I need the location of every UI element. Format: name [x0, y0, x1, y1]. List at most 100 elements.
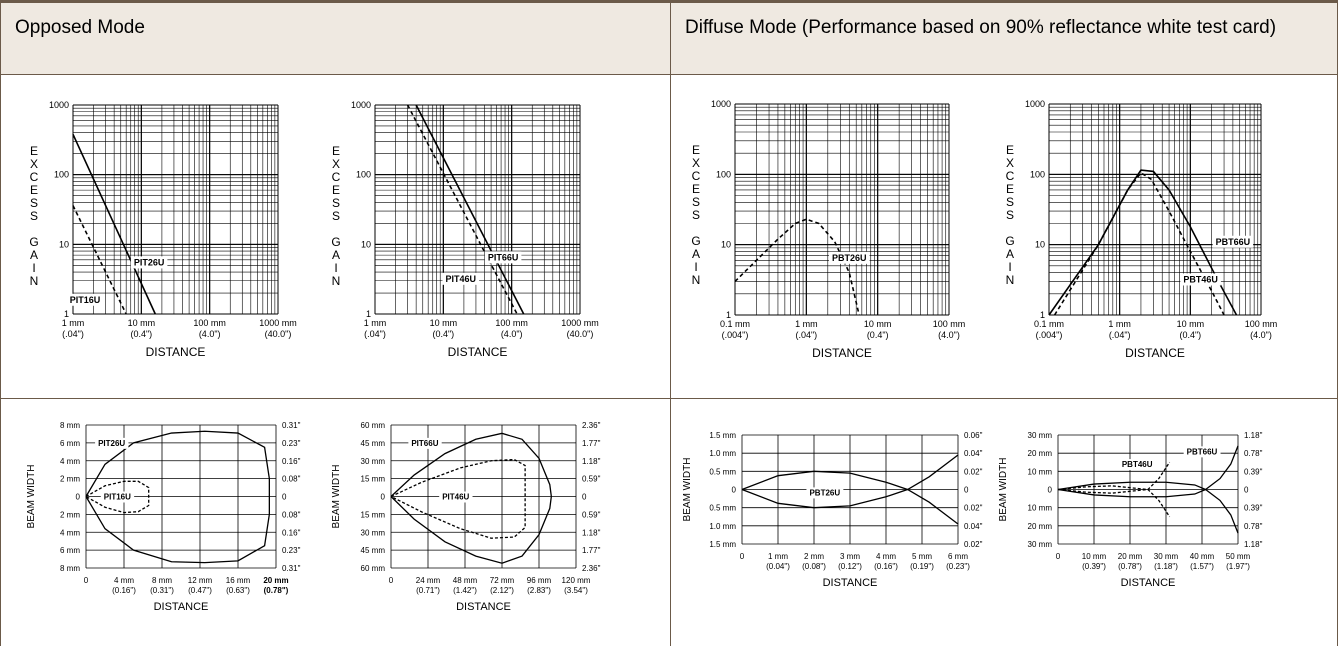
- g4-ylabel-letter: E: [1006, 143, 1014, 157]
- b3-xlabel: DISTANCE: [823, 577, 878, 589]
- b2-label-PIT66U: PIT66U: [411, 439, 438, 448]
- border-left: [0, 75, 1, 646]
- g3-ylabel-letter: G: [691, 234, 700, 248]
- g2-label-bg: [484, 251, 522, 264]
- g3-xtick-sub-3: (4.0"): [938, 330, 960, 340]
- b3-ytick-right-0: 0.06": [964, 431, 983, 440]
- header-diffuse: Diffuse Mode (Performance based on 90% r…: [670, 0, 1338, 75]
- b2-ytick-right-3: 0.59": [582, 475, 601, 484]
- b4-xtick-sub-3: (1.18"): [1154, 562, 1178, 571]
- g1-ylabel-letter: X: [30, 157, 38, 171]
- b4-ytick-right-0: 1.18": [1244, 431, 1263, 440]
- b1-xtick-0: 0: [84, 576, 89, 585]
- b2-xtick-sub-3: (2.12"): [490, 586, 514, 595]
- g2-xtick-sub-0: (.04"): [364, 329, 386, 339]
- b1-ytick-left-4: 0: [76, 493, 81, 502]
- b3-ytick-right-1: 0.04": [964, 449, 983, 458]
- g1-ylabel-letter: G: [29, 235, 38, 249]
- g2-xtick-sub-1: (0.4"): [432, 329, 454, 339]
- g2-ylabel-letter: I: [334, 261, 337, 275]
- g1-ylabel-letter: C: [30, 170, 39, 184]
- g2-xtick-1: 10 mm: [430, 318, 458, 328]
- g1-ylabel-letter: E: [30, 144, 38, 158]
- b4-ytick-left-5: 20 mm: [1028, 522, 1053, 531]
- g4-xtick-sub-3: (4.0"): [1250, 330, 1272, 340]
- g2-label-PIT66U: PIT66U: [488, 252, 519, 262]
- b1-xlabel: DISTANCE: [154, 601, 209, 613]
- g3-xtick-sub-0: (.004"): [722, 330, 749, 340]
- b3-xtick-2: 2 mm: [804, 552, 824, 561]
- b1-xtick-sub-3: (0.47"): [188, 586, 212, 595]
- b3-xtick-4: 4 mm: [876, 552, 896, 561]
- b2-label-PIT46U: PIT46U: [442, 493, 469, 502]
- g4-ylabel-letter: S: [1006, 195, 1014, 209]
- b4-label-PBT46U: PBT46U: [1122, 460, 1153, 469]
- g3-ylabel-letter: E: [692, 143, 700, 157]
- b2-ytick-left-2: 30 mm: [361, 457, 386, 466]
- g3-ytick-1: 10: [721, 240, 731, 250]
- g4-xtick-2: 10 mm: [1177, 319, 1205, 329]
- b3-ytick-right-4: 0.02": [964, 504, 983, 513]
- b3-xtick-sub-5: (0.19"): [910, 562, 934, 571]
- g2-xtick-sub-2: (4.0"): [501, 329, 523, 339]
- b1-ytick-left-6: 4 mm: [60, 528, 80, 537]
- g2-xtick-2: 100 mm: [495, 318, 528, 328]
- g1-series-PIT16U: [72, 205, 127, 315]
- g4-ylabel-letter: C: [1006, 169, 1015, 183]
- g4-ytick-2: 100: [1030, 169, 1045, 179]
- b2-ytick-left-0: 60 mm: [361, 421, 386, 430]
- g4-ylabel-letter: I: [1008, 260, 1011, 274]
- g2-series-PIT66U: [415, 104, 525, 315]
- b1-ytick-left-0: 8 mm: [60, 421, 80, 430]
- b1-series-PIT26U: [85, 430, 271, 564]
- b1-label-bg: [95, 437, 129, 449]
- g2-ylabel-letter: S: [332, 196, 340, 210]
- b3-ytick-left-4: 0.5 mm: [709, 504, 736, 513]
- b4-ytick-left-4: 10 mm: [1028, 504, 1053, 513]
- g4-series-PBT66U: [1048, 169, 1238, 316]
- b4-ytick-right-1: 0.78": [1244, 449, 1263, 458]
- g4-xtick-1: 1 mm: [1108, 319, 1131, 329]
- g3-xtick-sub-1: (.04"): [795, 330, 817, 340]
- b3-xtick-5: 5 mm: [912, 552, 932, 561]
- b2-xlabel: DISTANCE: [456, 601, 511, 613]
- g4-ylabel-letter: S: [1006, 208, 1014, 222]
- b2-ytick-left-1: 45 mm: [361, 439, 386, 448]
- b4-ytick-left-3: 0: [1048, 486, 1053, 495]
- b3-ytick-right-5: 0.04": [964, 522, 983, 531]
- b3-label-bg: [806, 487, 844, 499]
- b3-xtick-sub-1: (0.04"): [766, 562, 790, 571]
- g4-label-bg: [1180, 273, 1221, 286]
- g1-xtick-1: 10 mm: [128, 318, 156, 328]
- b3-ytick-left-1: 1.0 mm: [709, 449, 736, 458]
- b2-label-bg: [439, 491, 473, 503]
- g2-ytick-3: 1000: [351, 100, 371, 110]
- g1-label-PIT16U: PIT16U: [70, 295, 101, 305]
- g2-ylabel-letter: G: [331, 235, 340, 249]
- g3-ylabel-letter: A: [692, 247, 700, 261]
- b2-xtick-sub-4: (2.83"): [527, 586, 551, 595]
- g3-ylabel-letter: S: [692, 208, 700, 222]
- g3-xtick-1: 1 mm: [795, 319, 818, 329]
- b1-label-PIT26U: PIT26U: [98, 439, 125, 448]
- g4-xtick-sub-1: (.04"): [1109, 330, 1131, 340]
- b3-xtick-0: 0: [740, 552, 745, 561]
- b1-ytick-right-7: 0.23": [282, 546, 301, 555]
- g1-ylabel-letter: E: [30, 183, 38, 197]
- g2-ytick-0: 1: [366, 309, 371, 319]
- b4-ylabel: BEAM WIDTH: [998, 458, 1009, 522]
- b3-xtick-3: 3 mm: [840, 552, 860, 561]
- b2-ytick-right-7: 1.77": [582, 546, 601, 555]
- b3-xtick-1: 1 mm: [768, 552, 788, 561]
- b1-series-PIT16U: [85, 480, 150, 514]
- b2-ytick-right-4: 0: [582, 493, 587, 502]
- g4-xlabel: DISTANCE: [1125, 346, 1185, 360]
- b4-series-PBT46U-lower: [1057, 485, 1171, 518]
- b3-series-PBT26U: [741, 454, 959, 491]
- g4-ylabel-letter: A: [1006, 247, 1014, 261]
- b3-xtick-sub-6: (0.23"): [946, 562, 970, 571]
- b4-ytick-right-6: 1.18": [1244, 540, 1263, 549]
- g4-chart: [1048, 103, 1262, 316]
- b4-series-PBT46U: [1057, 461, 1171, 494]
